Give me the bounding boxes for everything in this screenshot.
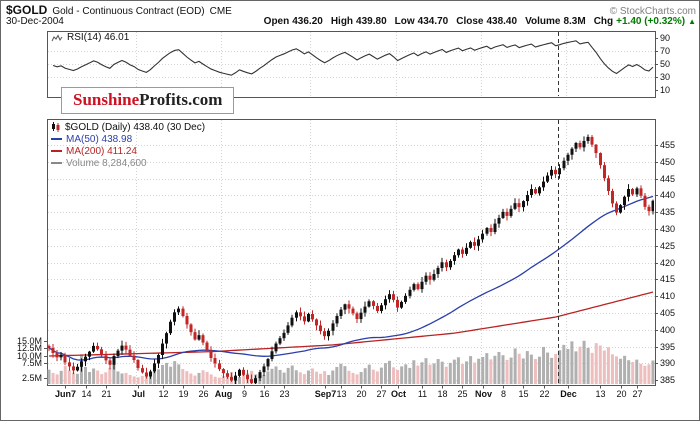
legend-symbol-label: $GOLD (Daily) 438.40 (30 Dec) (65, 121, 206, 133)
quote-strip: Open 436.20 High 439.80 Low 434.70 Close 438… (264, 16, 696, 27)
quote-close-value: 438.40 (486, 16, 518, 27)
quote-volume-label: Volume (525, 16, 561, 27)
date-label: 30-Dec-2004 (6, 16, 64, 27)
quote-high-label: High (330, 16, 354, 27)
quote-open-label: Open (263, 16, 290, 27)
rsi-label: RSI(14) 46.01 (67, 32, 130, 43)
quote-close-label: Close (456, 16, 484, 27)
quote-low-label: Low (394, 16, 415, 27)
ma50-line-icon (51, 138, 62, 140)
indicator-icon (51, 33, 63, 41)
symbol: $GOLD (6, 3, 48, 17)
quote-change-label: Chg (593, 16, 614, 27)
ma200-line-icon (51, 150, 62, 152)
legend-ma50-label: MA(50) 438.98 (66, 133, 133, 145)
watermark: SunshineProfits.com (61, 87, 235, 114)
candlestick-icon (52, 122, 60, 132)
quote-high: High 439.80 (331, 16, 387, 27)
header-row-2: 30-Dec-2004 Open 436.20 High 439.80 Low 434… (6, 16, 696, 27)
quote-change: Chg +1.40 (+0.32%) ▲ (594, 16, 696, 27)
quote-volume: Volume 8.3M (525, 16, 586, 27)
quote-open: Open 436.20 (264, 16, 323, 27)
watermark-brand-red: Sunshine (73, 90, 140, 109)
rsi-legend: RSI(14) 46.01 (51, 32, 129, 43)
quote-low-value: 434.70 (417, 16, 449, 27)
legend-ma200-row: MA(200) 411.24 (51, 145, 205, 157)
volume-bar-icon (51, 162, 62, 164)
watermark-brand-dark: Profits.com (139, 90, 223, 109)
legend-ma50-row: MA(50) 438.98 (51, 133, 205, 145)
chart-title: Gold - Continuous Contract (EOD) (52, 6, 205, 17)
exchange-label: CME (209, 6, 232, 17)
quote-close: Close 438.40 (456, 16, 517, 27)
legend-symbol-row: $GOLD (Daily) 438.40 (30 Dec) (51, 121, 205, 133)
up-arrow-icon: ▲ (688, 17, 696, 26)
quote-low: Low 434.70 (395, 16, 449, 27)
main-legend: $GOLD (Daily) 438.40 (30 Dec) MA(50) 438… (51, 121, 205, 169)
quote-open-value: 436.20 (292, 16, 323, 27)
legend-ma200-label: MA(200) 411.24 (66, 145, 137, 157)
legend-volume-label: Volume 8,284,600 (66, 157, 147, 169)
header-row-1: $GOLD Gold - Continuous Contract (EOD) C… (6, 3, 696, 17)
quote-high-value: 439.80 (356, 16, 387, 27)
copyright: © StockCharts.com (609, 6, 696, 17)
legend-volume-row: Volume 8,284,600 (51, 157, 205, 169)
quote-volume-value: 8.3M (563, 16, 586, 27)
quote-change-value: +1.40 (+0.32%) (616, 16, 686, 27)
